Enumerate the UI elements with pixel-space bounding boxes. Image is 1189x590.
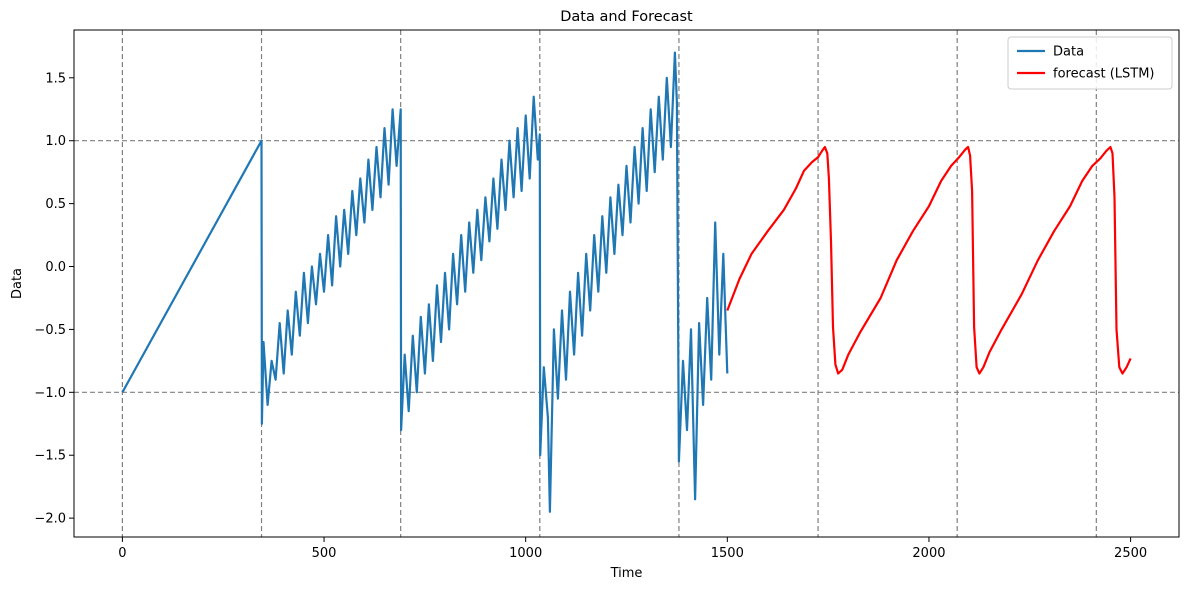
y-tick-label-5: 0.5 bbox=[45, 197, 66, 212]
x-tick-label-1: 500 bbox=[312, 546, 337, 561]
y-tick-label-3: −0.5 bbox=[34, 323, 66, 338]
x-tick-label-5: 2500 bbox=[1114, 546, 1147, 561]
y-tick-label-6: 1.0 bbox=[45, 134, 66, 149]
legend-label-1: forecast (LSTM) bbox=[1053, 67, 1155, 82]
y-axis-label: Data bbox=[10, 268, 25, 299]
y-axis: −2.0 −1.5 −1.0 −0.5 0.0 0.5 1.0 1.5 bbox=[34, 71, 74, 527]
y-tick-label-7: 1.5 bbox=[45, 71, 66, 86]
y-tick-label-2: −1.0 bbox=[34, 386, 66, 401]
x-tick-label-4: 2000 bbox=[912, 546, 945, 561]
reference-lines bbox=[74, 30, 1179, 537]
x-axis-label: Time bbox=[610, 566, 643, 581]
plot-frame bbox=[73, 29, 1180, 538]
y-tick-label-4: 0.0 bbox=[45, 260, 66, 275]
series-line-1 bbox=[726, 145, 1132, 375]
x-tick-label-2: 1000 bbox=[509, 546, 542, 561]
series-layer bbox=[121, 51, 1132, 513]
y-tick-label-0: −2.0 bbox=[34, 512, 66, 527]
legend: Data forecast (LSTM) bbox=[1007, 36, 1173, 90]
y-tick-label-1: −1.5 bbox=[34, 449, 66, 464]
x-axis: 0 500 1000 1500 2000 2500 bbox=[118, 537, 1147, 561]
chart-title: Data and Forecast bbox=[560, 9, 693, 25]
legend-label-0: Data bbox=[1053, 45, 1084, 60]
x-tick-label-0: 0 bbox=[118, 546, 126, 561]
legend-box bbox=[1007, 36, 1173, 90]
x-tick-label-3: 1500 bbox=[711, 546, 744, 561]
series-line-0 bbox=[121, 51, 729, 513]
